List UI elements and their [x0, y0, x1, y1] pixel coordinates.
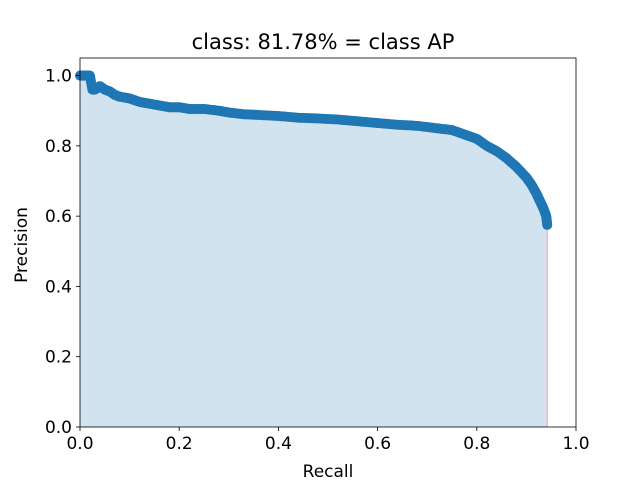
x-tick-label: 0.4 — [265, 434, 292, 454]
x-axis-label: Recall — [303, 462, 354, 480]
x-tick-label: 0.8 — [463, 434, 490, 454]
y-tick-label: 0.2 — [45, 348, 72, 368]
plot-frame — [79, 57, 577, 428]
x-tick-label: 0.6 — [364, 434, 391, 454]
x-tick-label: 0.2 — [166, 434, 193, 454]
chart-title: class: 81.78% = class AP — [192, 30, 455, 54]
x-tick-label: 0.0 — [66, 434, 93, 454]
y-axis: 0.0 0.2 0.4 0.6 0.8 1.0 — [45, 67, 80, 438]
data-points — [75, 70, 553, 230]
x-axis: 0.0 0.2 0.4 0.6 0.8 1.0 — [66, 427, 590, 454]
y-axis-label: Precision — [12, 207, 32, 283]
y-tick-label: 0.4 — [45, 277, 72, 297]
area-fill — [80, 75, 548, 428]
y-tick-label: 0.6 — [45, 207, 72, 227]
y-tick-label: 0.0 — [45, 418, 72, 438]
y-tick-label: 0.8 — [45, 137, 72, 157]
plot-area — [75, 70, 553, 428]
y-tick-label: 1.0 — [45, 67, 72, 87]
data-point — [542, 219, 553, 230]
x-tick-label: 1.0 — [562, 434, 589, 454]
